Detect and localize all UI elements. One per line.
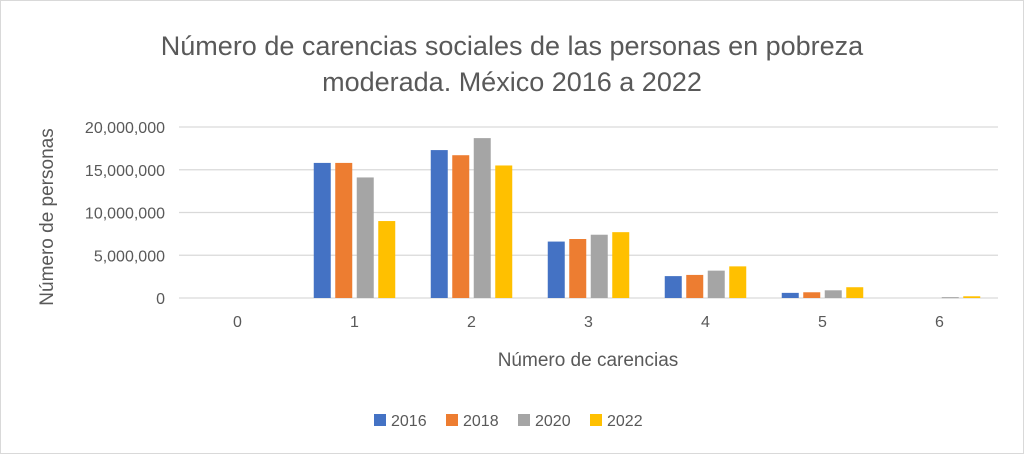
bar-2016-5	[781, 292, 799, 298]
legend-swatch-2018	[446, 414, 458, 426]
y-tick-label: 20,000,000	[85, 120, 165, 137]
bar-2022-5	[846, 287, 864, 298]
y-tick-label: 5,000,000	[94, 248, 165, 265]
x-tick-label: 4	[701, 314, 710, 331]
bar-2016-4	[664, 276, 682, 298]
bar-2022-1	[378, 221, 396, 298]
y-tick-label: 15,000,000	[85, 163, 165, 180]
bar-2018-3	[569, 239, 587, 298]
legend-label: 2022	[607, 413, 643, 430]
bar-2022-4	[729, 266, 747, 298]
chart-title-line-2: moderada. México 2016 a 2022	[322, 67, 702, 97]
bar-2016-3	[547, 241, 565, 298]
bar-2020-6	[941, 297, 959, 299]
bar-2018-4	[686, 274, 704, 298]
x-tick-label: 5	[818, 314, 827, 331]
y-tick-label: 10,000,000	[85, 206, 165, 223]
legend-swatch-2022	[590, 414, 602, 426]
x-tick-label: 1	[350, 314, 359, 331]
x-tick-label: 2	[467, 314, 476, 331]
x-tick-label: 3	[584, 314, 593, 331]
bar-2020-2	[473, 138, 491, 298]
bar-2022-6	[963, 296, 981, 298]
bar-2018-1	[335, 162, 353, 298]
bar-2016-1	[313, 162, 331, 298]
y-axis-label: Número de personas	[37, 128, 58, 305]
chart-title-line-1: Número de carencias sociales de las pers…	[161, 31, 864, 61]
x-axis-label: Número de carencias	[498, 350, 679, 371]
bar-2018-2	[452, 155, 470, 298]
bar-2018-5	[803, 292, 821, 298]
legend-swatch-2016	[374, 414, 386, 426]
bar-2020-5	[824, 290, 842, 298]
bar-2022-2	[495, 165, 513, 298]
bar-2016-2	[430, 150, 448, 298]
x-tick-label: 6	[935, 314, 944, 331]
y-tick-label: 0	[156, 291, 165, 308]
legend-label: 2016	[391, 413, 427, 430]
legend-label: 2018	[463, 413, 499, 430]
bar-2020-3	[590, 234, 608, 298]
bar-2020-1	[356, 177, 374, 298]
legend-swatch-2020	[518, 414, 530, 426]
bar-2020-4	[707, 270, 725, 298]
legend-label: 2020	[535, 413, 571, 430]
x-tick-label: 0	[233, 314, 242, 331]
bar-2022-3	[612, 232, 630, 298]
